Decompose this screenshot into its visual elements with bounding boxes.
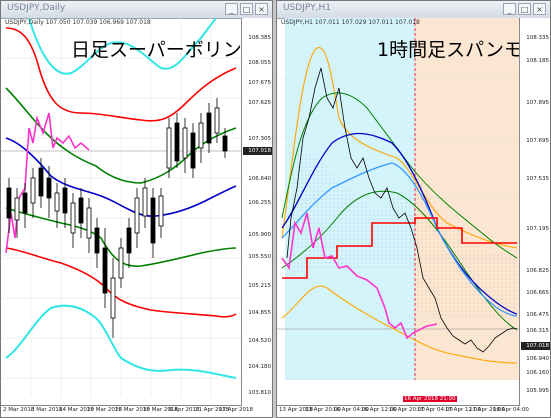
right-upper-orange <box>281 47 518 249</box>
time-label: 18 Apr 04:00 <box>493 407 529 413</box>
left-chart-plot[interactable] <box>1 18 244 397</box>
price-label: 106.315 <box>526 328 549 334</box>
left-price-axis[interactable]: 108.385 108.055 107.675 107.625 107.305 … <box>241 18 272 417</box>
left-maximize-button[interactable]: □ <box>240 3 253 15</box>
price-label: 107.305 <box>248 136 271 142</box>
time-label: 17 Apr 12:00 <box>445 407 481 413</box>
left-lower2-band <box>5 247 237 318</box>
left-upper3-band <box>28 18 217 75</box>
price-label: 106.640 <box>248 176 271 182</box>
left-current-price-tag: 107.018 <box>243 147 272 155</box>
right-minimize-button[interactable]: _ <box>503 3 516 15</box>
price-label: 107.625 <box>248 100 271 106</box>
time-label: 8 Mar 2018 <box>31 407 63 413</box>
price-label: 104.180 <box>248 364 271 370</box>
price-label: 107.675 <box>248 80 271 86</box>
time-label: 16 Apr 12:00 <box>361 407 397 413</box>
price-label: 107.895 <box>526 100 549 106</box>
left-title-bar[interactable]: USDJPY,Daily _ □ × <box>1 1 272 19</box>
price-label: 107.535 <box>526 176 549 182</box>
right-current-price-tag: 107.018 <box>521 342 550 350</box>
price-label: 108.385 <box>248 35 271 41</box>
right-price-line <box>286 67 518 353</box>
price-label: 105.995 <box>526 388 549 394</box>
price-label: 105.900 <box>248 232 271 238</box>
right-window-title: USDJPY,H1 <box>283 3 331 13</box>
price-label: 108.185 <box>526 58 549 64</box>
time-label: 6 Apr 2018 <box>169 407 200 413</box>
left-lower3-band <box>5 304 237 379</box>
price-label: 105.550 <box>248 254 271 260</box>
time-label: 17 Apr 04:00 <box>417 407 453 413</box>
time-label: 13 Apr 2018 <box>279 407 314 413</box>
left-ohlc-info: USDJPY,Daily 107.050 107.039 106.969 107… <box>5 19 151 26</box>
left-lower1-band <box>5 207 237 267</box>
right-blue-ma-1 <box>281 132 518 315</box>
right-title-bar[interactable]: USDJPY,H1 _ □ × <box>277 1 550 19</box>
left-middle-band <box>5 137 237 217</box>
left-time-axis[interactable]: 2 Mar 2018 8 Mar 2018 14 Mar 2018 20 Mar… <box>1 405 253 417</box>
price-label: 106.940 <box>526 356 549 362</box>
time-label: 16 Apr 04:00 <box>333 407 369 413</box>
time-label: 30 Mar 2018 <box>143 407 178 413</box>
time-label: 14 Mar 2018 <box>59 407 94 413</box>
right-lower-orange <box>281 285 518 364</box>
price-label: 106.665 <box>526 290 549 296</box>
price-label: 105.215 <box>248 283 271 289</box>
price-label: 106.475 <box>526 312 549 318</box>
left-chart-caption: 日足スーパーボリンジャー <box>71 39 272 61</box>
price-label: 106.255 <box>248 200 271 206</box>
price-label: 104.855 <box>248 310 271 316</box>
right-chart-window[interactable]: USDJPY,H1 _ □ × <box>276 0 551 418</box>
left-close-button[interactable]: × <box>255 3 268 15</box>
price-label: 104.520 <box>248 338 271 344</box>
time-label: 20 Mar 2018 <box>87 407 122 413</box>
right-red-base-line <box>282 217 517 279</box>
left-chart-window[interactable]: USDJPY,Daily _ □ × <box>0 0 273 418</box>
time-label: 11 Apr 2018 <box>195 407 230 413</box>
right-price-axis[interactable]: 108.335 108.185 107.895 107.695 107.535 … <box>519 18 550 417</box>
left-minimize-button[interactable]: _ <box>225 3 238 15</box>
time-label: 26 Mar 2018 <box>115 407 150 413</box>
right-green-line-2 <box>281 190 518 331</box>
right-maximize-button[interactable]: □ <box>518 3 531 15</box>
right-time-axis[interactable]: 13 Apr 2018 13 Apr 20:00 16 Apr 04:00 16… <box>277 396 529 417</box>
left-window-title: USDJPY,Daily <box>7 3 66 13</box>
right-green-line-1 <box>281 92 518 259</box>
price-label: 103.810 <box>248 390 271 396</box>
price-label: 106.160 <box>526 370 549 376</box>
time-label: 2 Mar 2018 <box>3 407 35 413</box>
price-label: 108.055 <box>248 60 271 66</box>
time-label: 17 Apr 20:00 <box>469 407 505 413</box>
price-label: 108.335 <box>526 35 549 41</box>
right-blue-ma-2 <box>281 162 518 317</box>
red-time-label: 16 Apr 2018 21:00 <box>403 396 457 402</box>
right-chart-plot[interactable] <box>277 18 522 397</box>
price-label: 107.695 <box>526 138 549 144</box>
price-label: 106.825 <box>526 268 549 274</box>
time-label: 16 Apr 20:00 <box>389 407 425 413</box>
price-label: 107.195 <box>526 226 549 232</box>
right-close-button[interactable]: × <box>533 3 546 15</box>
right-lagging-span <box>281 212 438 340</box>
right-ohlc-info: USDJPY,H1 107.011 107.029 107.011 107.01… <box>281 19 420 26</box>
time-label: 13 Apr 20:00 <box>305 407 341 413</box>
time-label: 17 Apr 2018 <box>219 407 254 413</box>
left-upper2-band <box>5 27 237 122</box>
right-chart-caption: 1時間足スパンモデル <box>377 39 551 61</box>
